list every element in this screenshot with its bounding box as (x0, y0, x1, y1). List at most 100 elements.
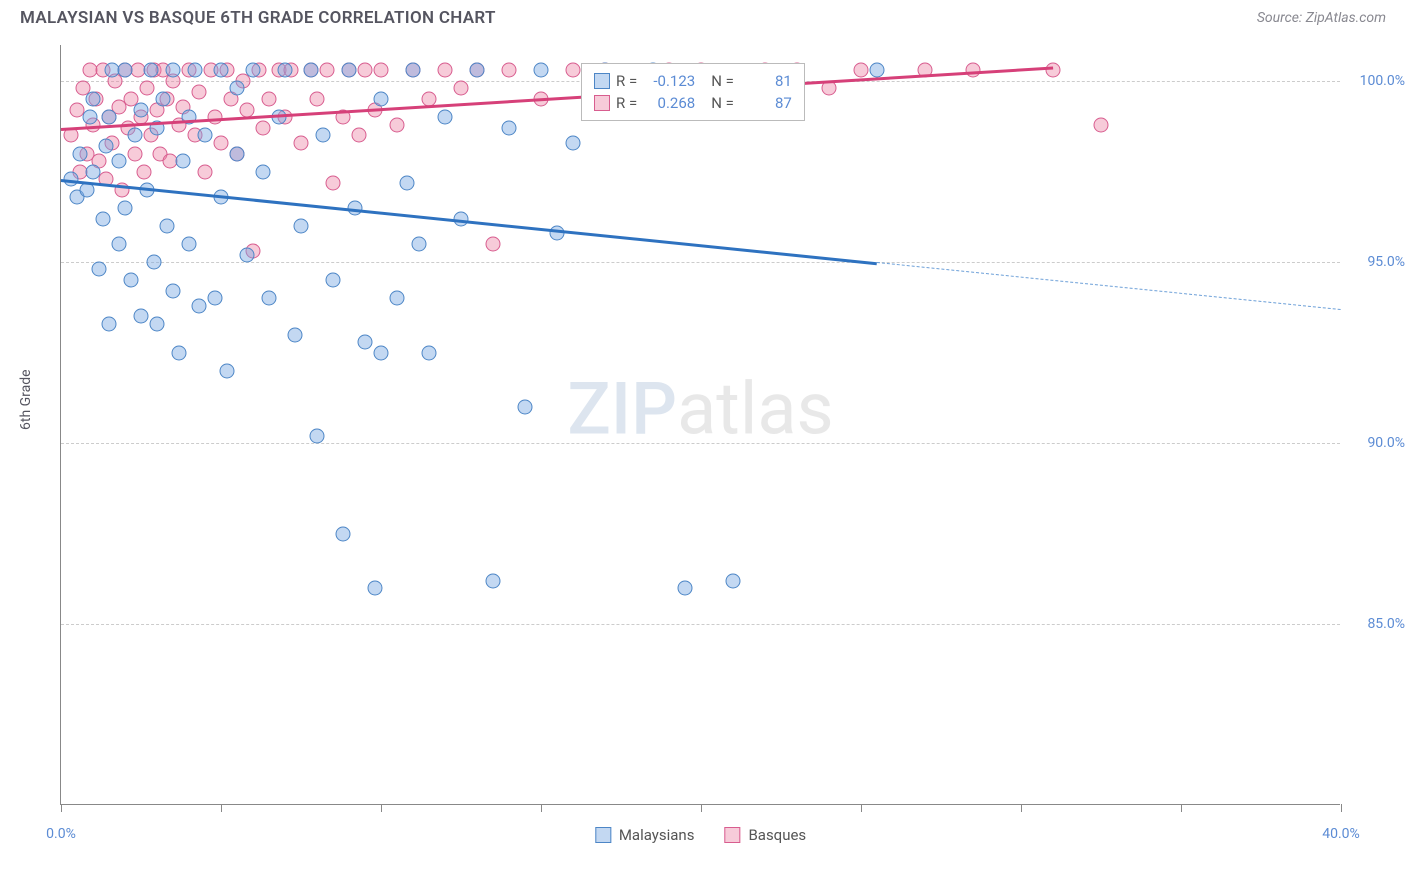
x-tick (541, 804, 542, 812)
data-point-malaysians (95, 211, 110, 226)
data-point-basques (1046, 63, 1061, 78)
data-point-malaysians (502, 121, 517, 136)
data-point-basques (137, 164, 152, 179)
data-point-malaysians (98, 139, 113, 154)
data-point-malaysians (134, 309, 149, 324)
data-point-basques (294, 135, 309, 150)
data-point-malaysians (111, 237, 126, 252)
y-tick-label: 100.0% (1360, 73, 1405, 89)
data-point-basques (566, 63, 581, 78)
data-point-malaysians (175, 153, 190, 168)
x-tick (861, 804, 862, 812)
data-point-malaysians (246, 63, 261, 78)
data-point-malaysians (82, 110, 97, 125)
data-point-basques (262, 92, 277, 107)
data-point-malaysians (399, 175, 414, 190)
data-point-malaysians (118, 200, 133, 215)
data-point-malaysians (127, 128, 142, 143)
stats-legend-row: R =-0.123N =81 (594, 70, 792, 92)
data-point-malaysians (316, 128, 331, 143)
gridline-h (61, 262, 1340, 263)
data-point-basques (854, 63, 869, 78)
data-point-malaysians (310, 428, 325, 443)
data-point-malaysians (374, 92, 389, 107)
data-point-malaysians (550, 226, 565, 241)
data-point-malaysians (358, 334, 373, 349)
data-point-malaysians (166, 63, 181, 78)
data-point-malaysians (230, 81, 245, 96)
trend-line (877, 262, 1341, 310)
data-point-malaysians (102, 316, 117, 331)
data-point-malaysians (182, 237, 197, 252)
y-tick-label: 90.0% (1367, 435, 1405, 451)
data-point-malaysians (102, 110, 117, 125)
data-point-malaysians (230, 146, 245, 161)
data-point-malaysians (438, 110, 453, 125)
data-point-basques (255, 121, 270, 136)
data-point-basques (358, 63, 373, 78)
data-point-malaysians (262, 291, 277, 306)
data-point-malaysians (278, 63, 293, 78)
data-point-malaysians (287, 327, 302, 342)
x-tick (1021, 804, 1022, 812)
data-point-malaysians (172, 345, 187, 360)
trend-line (61, 179, 877, 265)
x-tick (701, 804, 702, 812)
data-point-basques (319, 63, 334, 78)
legend-swatch (594, 73, 610, 89)
data-point-malaysians (271, 110, 286, 125)
data-point-malaysians (214, 63, 229, 78)
data-point-malaysians (159, 218, 174, 233)
data-point-malaysians (726, 573, 741, 588)
data-point-basques (140, 81, 155, 96)
data-point-basques (214, 135, 229, 150)
data-point-malaysians (198, 128, 213, 143)
data-point-basques (454, 81, 469, 96)
chart-title: MALAYSIAN VS BASQUE 6TH GRADE CORRELATIO… (20, 8, 496, 28)
x-tick-label: 0.0% (46, 826, 76, 842)
data-point-basques (390, 117, 405, 132)
data-point-malaysians (134, 103, 149, 118)
y-tick-label: 85.0% (1367, 616, 1405, 632)
data-point-malaysians (678, 580, 693, 595)
data-point-malaysians (303, 63, 318, 78)
source-label: Source: ZipAtlas.com (1257, 10, 1386, 26)
data-point-basques (326, 175, 341, 190)
data-point-basques (127, 146, 142, 161)
data-point-basques (191, 85, 206, 100)
data-point-malaysians (207, 291, 222, 306)
data-point-basques (1094, 117, 1109, 132)
legend-item-malaysians: Malaysians (595, 826, 695, 844)
gridline-h (61, 443, 1340, 444)
x-tick (1341, 804, 1342, 812)
legend-item-basques: Basques (724, 826, 806, 844)
x-tick (61, 804, 62, 812)
data-point-malaysians (220, 363, 235, 378)
y-tick-label: 95.0% (1367, 254, 1405, 270)
data-point-malaysians (390, 291, 405, 306)
data-point-malaysians (486, 573, 501, 588)
legend-label: Malaysians (619, 826, 695, 844)
data-point-malaysians (566, 135, 581, 150)
data-point-malaysians (188, 63, 203, 78)
data-point-malaysians (412, 237, 427, 252)
data-point-malaysians (870, 63, 885, 78)
data-point-malaysians (406, 63, 421, 78)
stats-legend: R =-0.123N =81R =0.268N =87 (581, 63, 805, 121)
data-point-basques (198, 164, 213, 179)
data-point-malaysians (335, 526, 350, 541)
data-point-malaysians (166, 284, 181, 299)
legend-swatch (594, 95, 610, 111)
x-tick (221, 804, 222, 812)
data-point-malaysians (124, 273, 139, 288)
data-point-malaysians (367, 580, 382, 595)
watermark: ZIPatlas (567, 367, 833, 452)
data-point-malaysians (73, 146, 88, 161)
data-point-malaysians (255, 164, 270, 179)
y-axis-label: 6th Grade (18, 369, 34, 430)
x-tick (1181, 804, 1182, 812)
data-point-malaysians (342, 63, 357, 78)
data-point-basques (310, 92, 325, 107)
data-point-malaysians (146, 255, 161, 270)
data-point-malaysians (111, 153, 126, 168)
